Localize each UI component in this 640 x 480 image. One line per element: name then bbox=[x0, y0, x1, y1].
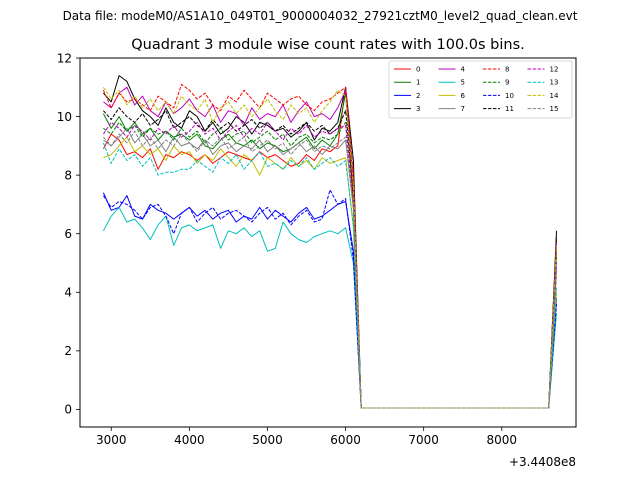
x-tick-label: 4000 bbox=[174, 433, 205, 447]
series-line-module-13 bbox=[102, 142, 557, 409]
series-line-module-6 bbox=[103, 136, 557, 409]
legend-label-module-0: 0 bbox=[416, 66, 420, 74]
series-line-module-7 bbox=[103, 127, 557, 409]
legend-label-module-5: 5 bbox=[461, 79, 465, 87]
series-line-module-5 bbox=[102, 206, 557, 409]
legend-label-module-9: 9 bbox=[505, 79, 509, 87]
x-tick-label: 8000 bbox=[487, 433, 518, 447]
legend-label-module-1: 1 bbox=[416, 79, 420, 87]
series-line-module-10 bbox=[102, 189, 557, 409]
x-tick-label: 7000 bbox=[408, 433, 439, 447]
x-tick-label: 6000 bbox=[330, 433, 361, 447]
y-tick-label: 8 bbox=[64, 168, 72, 182]
legend-label-module-3: 3 bbox=[416, 105, 420, 113]
series-line-module-8 bbox=[102, 83, 557, 409]
y-tick-label: 0 bbox=[64, 403, 72, 417]
y-tick-label: 2 bbox=[64, 344, 72, 358]
y-tick-label: 10 bbox=[57, 110, 72, 124]
legend-label-module-7: 7 bbox=[461, 105, 465, 113]
x-tick-label: 5000 bbox=[252, 433, 283, 447]
y-tick-label: 12 bbox=[57, 51, 72, 65]
axes-frame bbox=[79, 57, 577, 428]
legend-label-module-11: 11 bbox=[505, 105, 514, 113]
legend-label-module-15: 15 bbox=[550, 105, 559, 113]
legend-label-module-10: 10 bbox=[505, 92, 514, 100]
x-tick-label: 3000 bbox=[96, 433, 127, 447]
series-line-module-15 bbox=[103, 130, 557, 409]
chart-title: Quadrant 3 module wise count rates with … bbox=[131, 37, 525, 53]
series-line-module-1 bbox=[102, 92, 557, 409]
legend-label-module-14: 14 bbox=[550, 92, 559, 100]
x-axis: 3000 4000 5000 6000 7000 8000 bbox=[96, 427, 517, 447]
y-tick-label: 6 bbox=[64, 227, 72, 241]
series-line-module-14 bbox=[102, 87, 557, 409]
series-line-module-2 bbox=[102, 192, 557, 409]
x-offset-label: +3.4408e8 bbox=[509, 455, 576, 469]
series-line-module-3 bbox=[103, 75, 557, 409]
series-line-module-11 bbox=[103, 107, 557, 409]
chart-suptitle: Data file: modeM0/AS1A10_049T01_90000040… bbox=[63, 9, 578, 23]
series-line-module-12 bbox=[102, 121, 557, 409]
y-tick-label: 4 bbox=[64, 286, 72, 300]
series-line-module-9 bbox=[103, 121, 557, 409]
legend-label-module-8: 8 bbox=[505, 66, 509, 74]
plot-area bbox=[102, 75, 557, 409]
legend-label-module-2: 2 bbox=[416, 92, 420, 100]
legend-label-module-12: 12 bbox=[550, 66, 559, 74]
legend-label-module-6: 6 bbox=[461, 92, 466, 100]
y-axis: 0 2 4 6 8 10 12 bbox=[57, 51, 80, 417]
legend-label-module-13: 13 bbox=[550, 79, 559, 87]
legend-box bbox=[388, 60, 573, 119]
legend-label-module-4: 4 bbox=[461, 66, 466, 74]
